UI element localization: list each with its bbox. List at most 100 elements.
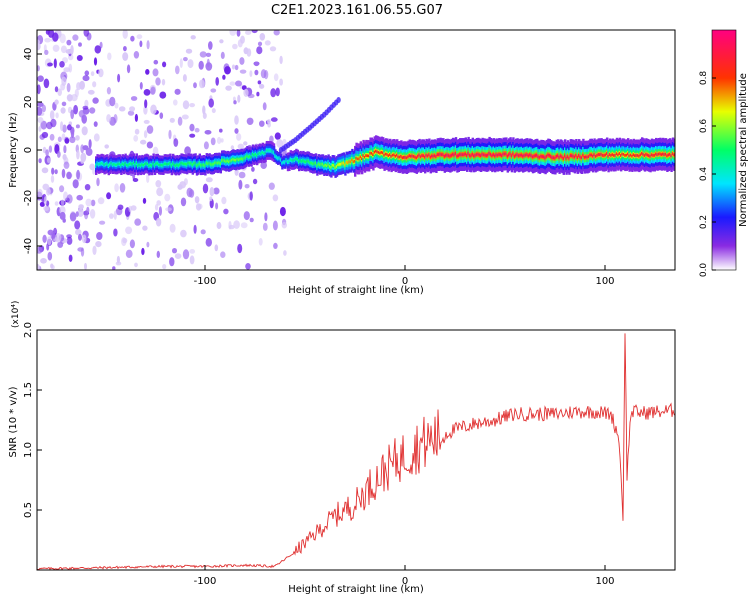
ridge-cell <box>138 163 141 166</box>
noise-speckle <box>40 258 47 264</box>
ridge-cell <box>487 153 490 157</box>
ridge-cell <box>116 163 119 166</box>
noise-speckle <box>42 183 50 191</box>
noise-speckle <box>78 204 84 210</box>
noise-speckle <box>204 130 212 135</box>
noise-speckle <box>264 212 268 222</box>
ridge-cell <box>464 152 467 156</box>
noise-speckle <box>96 177 100 187</box>
ridge-cell <box>447 154 451 157</box>
ridge-cell <box>594 154 598 158</box>
ridge-cell <box>471 152 474 156</box>
ridge-cell <box>383 153 386 157</box>
ridge-cell <box>314 161 318 165</box>
noise-speckle <box>61 168 66 179</box>
snr-series <box>37 333 675 570</box>
spectrogram-panel: -100 0 100 -40 -20 0 20 40 Height of straight … <box>8 29 676 296</box>
ridge-cell <box>152 162 155 165</box>
ridge-cell <box>428 153 431 157</box>
noise-speckle <box>154 204 159 211</box>
noise-speckle <box>174 88 181 95</box>
ridge-cell <box>173 163 176 167</box>
ridge-cell <box>125 163 129 167</box>
ridge-cell <box>268 149 271 152</box>
ridge-cell <box>117 162 120 165</box>
noise-speckle <box>243 141 248 146</box>
noise-speckle <box>98 68 104 78</box>
ridge-cell <box>515 153 518 157</box>
ridge-cell <box>436 153 439 156</box>
ridge-cell <box>638 154 641 158</box>
noise-speckle <box>257 41 263 47</box>
ridge-cell <box>548 154 551 157</box>
ridge-cell <box>225 160 228 163</box>
noise-speckle <box>41 167 49 174</box>
ridge-cell <box>368 154 371 158</box>
ridge-cell <box>156 162 159 165</box>
ridge-cell <box>114 163 117 166</box>
ridge-cell <box>310 162 313 165</box>
ridge-cell <box>551 156 554 159</box>
noise-speckle <box>85 198 92 207</box>
noise-speckle <box>180 229 187 238</box>
ridge-cell <box>102 162 105 165</box>
ridge-cell <box>341 162 344 165</box>
ridge-cell <box>516 153 519 156</box>
snr-x-label: Height of straight line (km) <box>288 584 424 595</box>
ridge-cell <box>99 162 102 166</box>
noise-speckle <box>128 205 132 213</box>
ridge-cell <box>618 152 621 155</box>
ridge-cell <box>123 163 126 166</box>
noise-speckle <box>63 145 67 154</box>
noise-speckle <box>54 201 59 206</box>
noise-speckle <box>50 175 55 183</box>
ridge-cell <box>288 160 291 163</box>
ridge-cell <box>358 157 361 161</box>
noise-speckle <box>246 48 252 57</box>
ridge-cell <box>342 161 346 165</box>
noise-speckle <box>95 241 102 248</box>
ridge-cell <box>237 158 241 161</box>
ridge-cell <box>561 155 564 159</box>
ridge-cell <box>197 163 200 167</box>
noise-speckle <box>83 30 90 37</box>
ridge-cell <box>282 161 285 164</box>
noise-speckle <box>75 124 80 129</box>
noise-speckle <box>202 112 207 119</box>
y-tick-label: 0 <box>23 147 34 153</box>
noise-speckle <box>267 119 271 124</box>
noise-speckle <box>77 208 84 217</box>
ridge-cell <box>118 162 122 165</box>
noise-speckle <box>109 96 116 107</box>
noise-speckle <box>55 233 62 243</box>
ridge-cell <box>328 165 332 168</box>
noise-speckle <box>173 138 179 147</box>
ridge-cell <box>180 161 183 165</box>
ridge-cell <box>473 154 476 158</box>
noise-speckle <box>93 133 100 142</box>
noise-speckle <box>43 78 50 89</box>
noise-speckle <box>66 234 72 239</box>
ridge-cell <box>151 164 154 167</box>
ridge-cell <box>523 154 526 157</box>
noise-speckle <box>43 44 47 52</box>
ridge-cell <box>279 158 283 161</box>
noise-speckle <box>106 114 111 123</box>
ridge-cell <box>239 158 242 161</box>
ridge-cell <box>410 154 413 158</box>
ridge-cell <box>251 153 255 156</box>
noise-speckle <box>153 59 159 65</box>
noise-speckle <box>270 88 277 98</box>
ridge-cell <box>492 153 495 156</box>
ridge-cell <box>477 152 480 156</box>
noise-speckle <box>50 231 56 240</box>
ridge-cell <box>671 152 675 156</box>
noise-speckle <box>219 39 224 44</box>
ridge-cell <box>293 158 297 161</box>
noise-speckle <box>182 74 187 82</box>
noise-speckle <box>231 64 236 70</box>
noise-speckle <box>206 58 210 68</box>
noise-speckle <box>113 228 118 237</box>
noise-speckle <box>155 180 162 188</box>
ridge-cell <box>139 164 143 167</box>
